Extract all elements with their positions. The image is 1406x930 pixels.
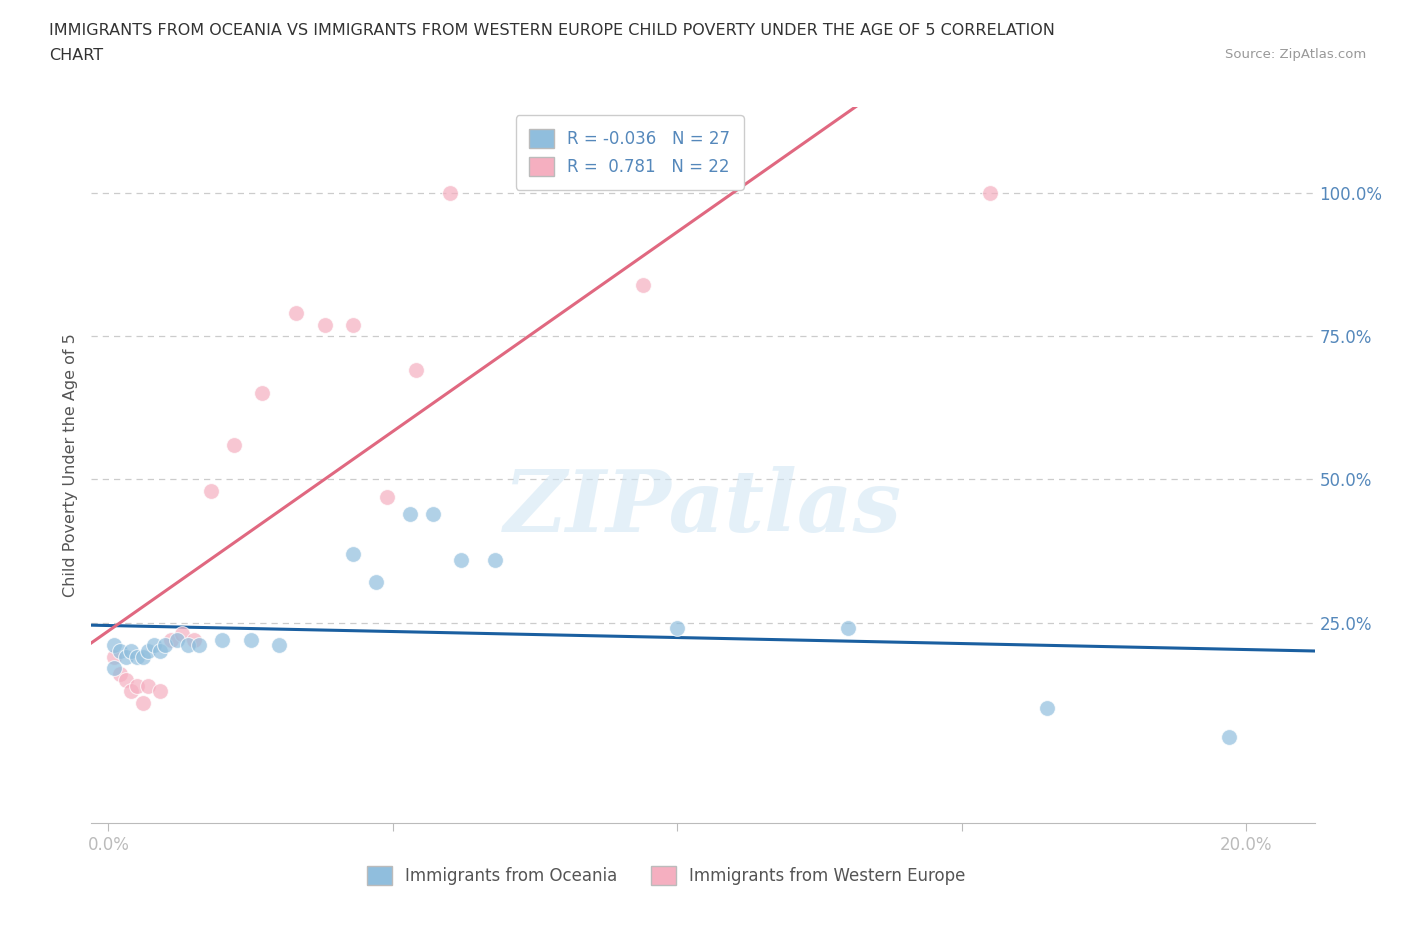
Legend: Immigrants from Oceania, Immigrants from Western Europe: Immigrants from Oceania, Immigrants from… bbox=[356, 855, 977, 897]
Point bbox=[450, 552, 472, 567]
Point bbox=[143, 638, 166, 653]
Y-axis label: Child Poverty Under the Age of 5: Child Poverty Under the Age of 5 bbox=[62, 333, 77, 597]
Point bbox=[131, 696, 153, 711]
Point bbox=[405, 363, 427, 378]
Point bbox=[188, 638, 211, 653]
Point bbox=[979, 185, 1001, 200]
Point bbox=[666, 621, 689, 636]
Point bbox=[160, 632, 183, 647]
Point bbox=[155, 638, 177, 653]
Point bbox=[342, 317, 364, 332]
Point bbox=[136, 644, 159, 658]
Point bbox=[484, 552, 506, 567]
Point bbox=[364, 575, 387, 590]
Point bbox=[422, 506, 444, 521]
Text: CHART: CHART bbox=[49, 48, 103, 63]
Point bbox=[837, 621, 859, 636]
Point bbox=[103, 661, 125, 676]
Point bbox=[342, 546, 364, 561]
Point bbox=[120, 684, 142, 698]
Point bbox=[114, 649, 136, 664]
Point bbox=[222, 437, 245, 452]
Text: IMMIGRANTS FROM OCEANIA VS IMMIGRANTS FROM WESTERN EUROPE CHILD POVERTY UNDER TH: IMMIGRANTS FROM OCEANIA VS IMMIGRANTS FR… bbox=[49, 23, 1054, 38]
Point bbox=[250, 386, 273, 401]
Point bbox=[239, 632, 262, 647]
Point bbox=[149, 644, 172, 658]
Point bbox=[103, 638, 125, 653]
Point bbox=[399, 506, 422, 521]
Point bbox=[439, 185, 461, 200]
Point bbox=[1036, 701, 1059, 716]
Point bbox=[1218, 730, 1240, 745]
Text: ZIPatlas: ZIPatlas bbox=[503, 466, 903, 550]
Point bbox=[125, 678, 148, 693]
Point bbox=[177, 638, 200, 653]
Point bbox=[120, 644, 142, 658]
Point bbox=[131, 649, 153, 664]
Point bbox=[108, 644, 131, 658]
Point bbox=[172, 627, 194, 642]
Point bbox=[166, 632, 188, 647]
Point bbox=[136, 678, 159, 693]
Point bbox=[114, 672, 136, 687]
Point bbox=[375, 489, 398, 504]
Point bbox=[285, 306, 308, 321]
Point bbox=[183, 632, 205, 647]
Point bbox=[149, 684, 172, 698]
Point bbox=[200, 484, 222, 498]
Point bbox=[211, 632, 233, 647]
Point bbox=[103, 649, 125, 664]
Point bbox=[108, 667, 131, 682]
Point bbox=[314, 317, 336, 332]
Point bbox=[269, 638, 291, 653]
Text: Source: ZipAtlas.com: Source: ZipAtlas.com bbox=[1226, 48, 1367, 61]
Point bbox=[633, 277, 655, 292]
Point bbox=[125, 649, 148, 664]
